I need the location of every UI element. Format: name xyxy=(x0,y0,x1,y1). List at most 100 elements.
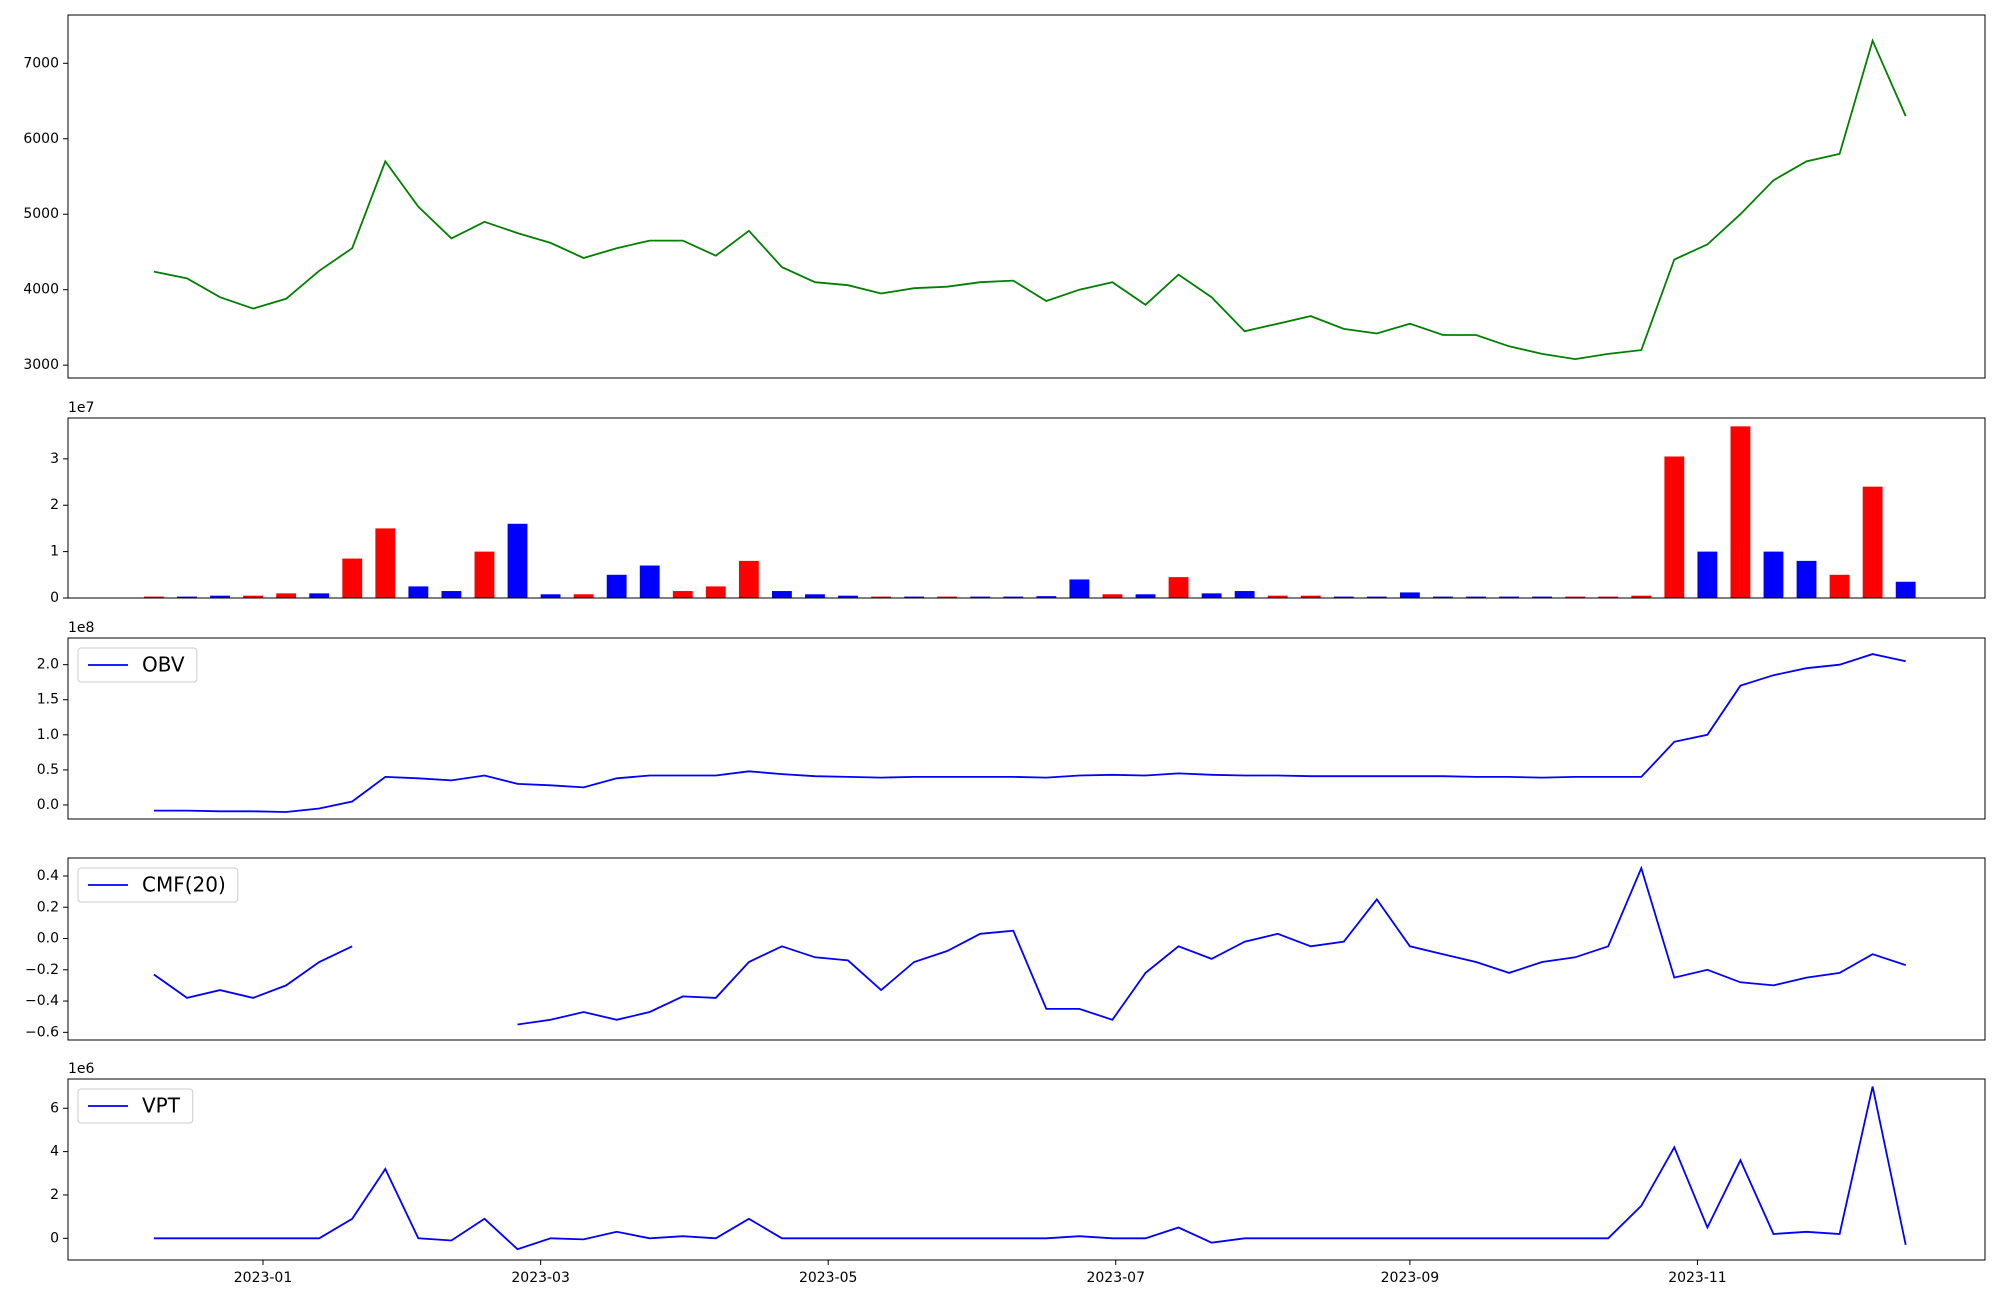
bar xyxy=(375,528,396,598)
y-tick-label: 0.0 xyxy=(37,931,59,947)
bar xyxy=(639,565,660,598)
y-tick-label: 0.0 xyxy=(37,797,59,813)
legend-box xyxy=(77,1088,194,1124)
y-tick-label: 3 xyxy=(50,451,59,467)
x-tick-label: 2023-03 xyxy=(511,1270,570,1286)
bar xyxy=(1697,551,1718,598)
bar xyxy=(904,596,925,598)
offset-label: 1e6 xyxy=(68,1061,95,1077)
y-tick-label: 3000 xyxy=(23,357,59,373)
bar xyxy=(1829,574,1850,598)
data-line xyxy=(153,38,1907,361)
bar xyxy=(937,596,958,598)
bar xyxy=(805,594,825,598)
y-tick-label: 5000 xyxy=(23,206,59,222)
bar xyxy=(1664,456,1685,598)
y-tick-label: 0.2 xyxy=(37,899,59,915)
y-tick-label: −0.2 xyxy=(25,962,59,978)
bar xyxy=(309,593,330,598)
axes-frame xyxy=(67,637,1986,820)
bar xyxy=(1631,595,1652,598)
offset-label: 1e7 xyxy=(68,400,94,416)
bar xyxy=(1366,596,1387,598)
y-tick-label: 2.0 xyxy=(37,657,59,673)
legend-label: VPT xyxy=(142,1094,181,1118)
bar xyxy=(1069,579,1090,598)
bar xyxy=(1399,592,1420,598)
bar xyxy=(970,596,991,598)
bar xyxy=(1102,594,1123,598)
y-tick-label: 4 xyxy=(50,1144,59,1160)
bar xyxy=(606,574,627,598)
bar xyxy=(1532,596,1553,598)
bar xyxy=(210,595,230,598)
axes-frame xyxy=(67,14,1986,379)
y-tick-label: 1.0 xyxy=(37,727,59,743)
x-tick-label: 2023-07 xyxy=(1086,1270,1145,1286)
bar xyxy=(540,594,561,598)
y-tick-label: 1.5 xyxy=(37,692,59,708)
bar xyxy=(1862,486,1883,598)
bar xyxy=(276,593,297,598)
bar xyxy=(1796,560,1817,598)
y-tick-label: 2 xyxy=(50,497,59,513)
bar xyxy=(1003,596,1024,598)
axes-frame xyxy=(67,857,1986,1041)
bar xyxy=(1763,551,1784,598)
bar xyxy=(507,523,528,598)
bar xyxy=(1036,596,1057,598)
y-tick-label: 0.5 xyxy=(37,762,59,778)
bar xyxy=(1300,595,1321,598)
bar xyxy=(243,595,264,598)
x-tick-label: 2023-05 xyxy=(799,1270,858,1286)
y-tick-label: 4000 xyxy=(23,282,59,298)
bar xyxy=(342,558,363,598)
bar xyxy=(705,586,726,598)
bar xyxy=(1598,596,1619,598)
legend-box xyxy=(77,867,239,903)
y-tick-label: 7000 xyxy=(23,55,59,71)
y-tick-label: 0 xyxy=(50,590,59,606)
data-line xyxy=(153,1086,1907,1251)
legend-label: CMF(20) xyxy=(142,873,226,897)
bar xyxy=(441,591,462,598)
bar xyxy=(1333,596,1354,598)
bar xyxy=(408,586,429,598)
axes-frame xyxy=(67,1078,1986,1261)
y-tick-label: 6 xyxy=(50,1100,59,1116)
data-line xyxy=(153,865,1906,1026)
bar xyxy=(871,596,891,598)
bar xyxy=(474,551,495,598)
legend-box xyxy=(77,647,198,683)
y-tick-label: −0.6 xyxy=(25,1024,59,1040)
bar xyxy=(1168,577,1189,598)
x-tick-label: 2023-11 xyxy=(1668,1270,1727,1286)
bar xyxy=(1201,593,1222,598)
bar xyxy=(177,596,197,598)
bar xyxy=(1730,426,1751,598)
y-tick-label: 0.4 xyxy=(37,868,59,884)
bar xyxy=(1565,596,1586,598)
bar xyxy=(573,594,594,598)
bar xyxy=(738,560,759,598)
axes-frame xyxy=(67,417,1986,599)
y-tick-label: 2 xyxy=(50,1187,59,1203)
bar xyxy=(772,591,792,598)
bar xyxy=(1234,591,1255,598)
y-tick-label: 1 xyxy=(50,544,59,560)
legend-label: OBV xyxy=(142,653,185,677)
y-tick-label: −0.4 xyxy=(25,993,59,1009)
offset-label: 1e8 xyxy=(68,620,94,636)
bar xyxy=(1499,596,1519,598)
bar xyxy=(144,596,164,598)
data-line xyxy=(153,653,1906,813)
y-tick-label: 6000 xyxy=(23,131,59,147)
x-tick-label: 2023-09 xyxy=(1381,1270,1440,1286)
bar xyxy=(1267,595,1288,598)
x-tick-label: 2023-01 xyxy=(234,1270,293,1286)
bar xyxy=(838,595,858,598)
y-tick-label: 0 xyxy=(50,1230,59,1246)
bar xyxy=(672,591,693,598)
bar xyxy=(1433,596,1453,598)
